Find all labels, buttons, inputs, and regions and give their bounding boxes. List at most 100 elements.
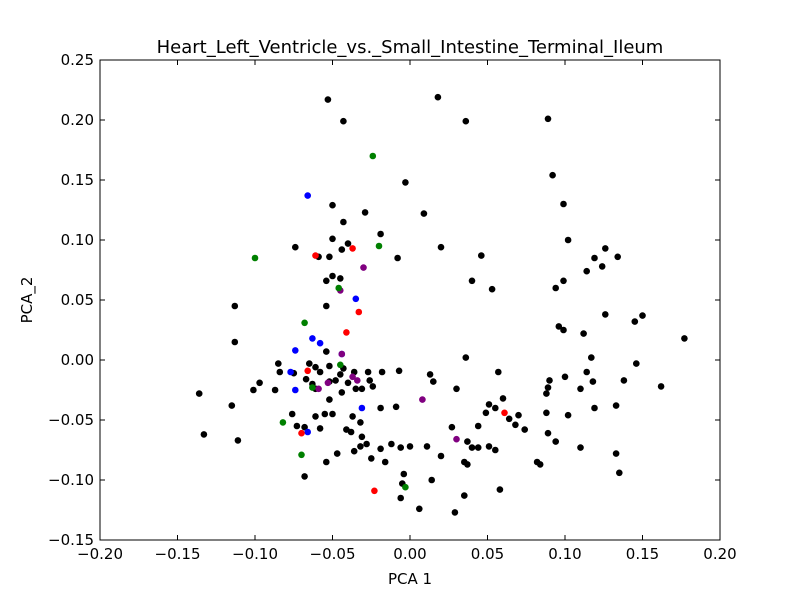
data-point [620,377,628,384]
data-point [354,377,361,384]
data-point [337,275,344,282]
data-point [298,429,305,437]
data-point [349,373,356,381]
data-point [388,440,395,448]
data-point [340,117,347,125]
data-point [271,386,279,394]
data-point [349,413,356,420]
data-point [301,319,308,327]
data-point [549,171,556,179]
data-point [195,390,203,397]
data-point [344,379,352,387]
data-point [340,218,347,226]
data-point [544,115,552,123]
data-point [337,371,344,378]
data-point [338,246,346,253]
data-point [324,379,332,387]
data-point [631,318,639,325]
data-point [302,375,310,383]
data-point [288,410,296,418]
x-tick-label: 0.05 [471,545,504,563]
data-point [397,444,405,451]
data-point [612,450,620,457]
x-tick-label: 0.15 [626,545,659,563]
data-point [335,284,343,292]
data-point [552,438,559,445]
data-point [614,253,621,261]
data-point [536,461,544,468]
data-point [521,426,528,433]
data-point [304,428,312,436]
data-point [316,368,324,376]
data-point [612,402,620,409]
data-point [358,404,366,412]
data-point [419,396,426,403]
data-point [543,409,550,417]
x-tick-label: 0.00 [393,545,426,563]
data-point [371,487,378,495]
data-point [492,446,499,454]
data-point [234,437,242,444]
data-point [377,445,384,453]
data-point [543,390,550,397]
data-point [464,461,471,468]
data-point [468,444,476,451]
data-point [602,245,609,252]
data-point [430,378,437,385]
data-point [589,378,597,385]
data-point [343,329,350,336]
data-point [512,421,519,429]
data-point [329,235,336,243]
data-points [195,93,688,516]
data-point [366,377,374,384]
data-point [448,423,456,431]
y-tick-label: 0.00 [61,351,94,369]
data-point [474,444,482,451]
data-point [329,201,336,209]
data-point [378,368,386,376]
data-point [402,483,409,491]
data-point [275,360,282,367]
data-point [377,230,384,238]
data-point [350,447,358,455]
data-point [357,419,364,426]
data-point [292,347,299,354]
axis-ticks: −0.20 −0.15 −0.10 −0.05 0.00 0.05 0.10 0.15 0.20… [48,51,737,563]
data-point [321,410,329,418]
y-tick-label: −0.10 [48,471,94,489]
data-point [358,385,366,393]
data-point [293,422,301,430]
data-point [505,415,513,423]
y-axis-label: PCA_2 [18,277,37,324]
data-point [464,438,471,445]
data-point [633,360,640,367]
data-point [639,312,646,319]
data-point [301,423,308,431]
data-point [462,354,470,361]
data-point [306,360,313,367]
data-point [323,302,330,310]
data-point [564,236,572,244]
x-tick-label: −0.15 [155,545,201,563]
x-axis-label: PCA 1 [388,570,432,588]
data-point [355,308,363,316]
data-point [468,277,476,285]
data-point [478,252,485,259]
data-point [583,368,590,376]
data-point [681,335,688,342]
data-point [363,440,370,448]
data-point [416,505,423,513]
data-point [304,367,312,375]
data-point [276,368,284,376]
data-point [616,469,623,477]
data-point [657,383,665,390]
data-point [434,93,442,101]
data-point [368,455,375,462]
data-point [329,410,336,418]
data-point [312,252,319,259]
data-point [423,443,431,450]
data-point [577,385,584,393]
y-tick-label: −0.15 [48,531,94,549]
data-point [309,384,316,391]
data-point [591,254,598,262]
